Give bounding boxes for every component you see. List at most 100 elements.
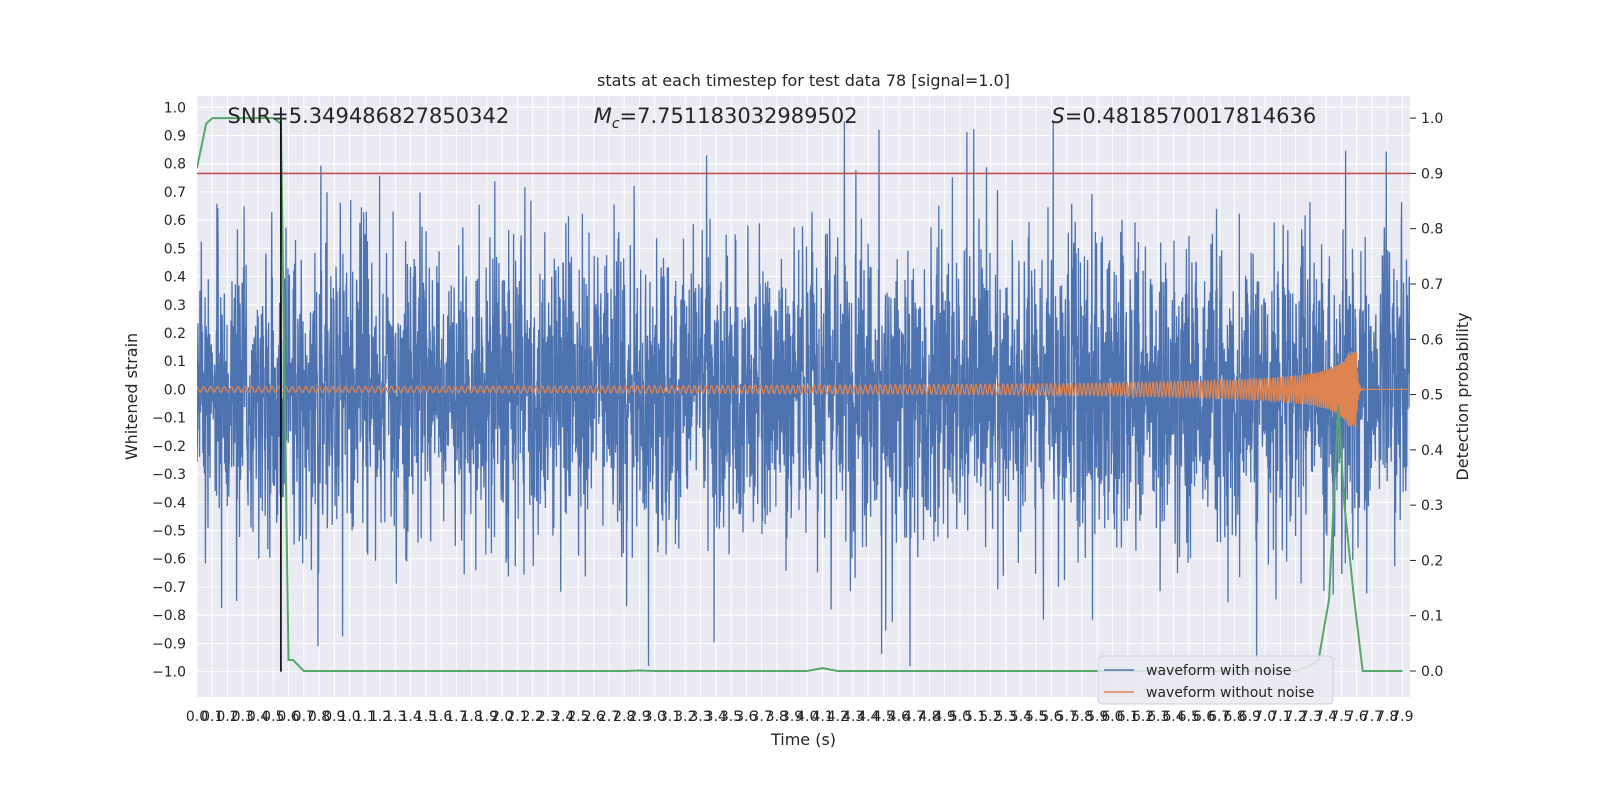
x-tick-label: 6.3 (1147, 709, 1169, 725)
y-tick-label: 0.0 (164, 382, 186, 398)
legend-label: waveform without noise (1146, 685, 1314, 701)
x-tick-label: 7.2 (1284, 709, 1306, 725)
x-tick-label: 1.2 (369, 709, 391, 725)
x-tick-label: 5.5 (1025, 709, 1047, 725)
y-tick-label: −0.9 (152, 636, 186, 652)
x-tick-label: 7.6 (1345, 709, 1367, 725)
x-tick-label: 1.0 (338, 709, 360, 725)
y-axis-label: Whitened strain (122, 333, 141, 460)
x-tick-label: 4.3 (842, 709, 864, 725)
x-tick-label: 4.6 (888, 709, 910, 725)
y-tick-label: 0.4 (164, 270, 186, 286)
y-tick-label: −0.5 (152, 524, 186, 540)
series-line-waveform-without-noise (197, 351, 1410, 428)
x-tick-label: 0.3 (232, 709, 254, 725)
x-tick-label: 6.2 (1132, 709, 1154, 725)
x-tick-label: 5.3 (995, 709, 1017, 725)
y-tick-label: −0.4 (152, 495, 186, 511)
x-tick-label: 6.7 (1208, 709, 1230, 725)
x-tick-label: 3.0 (644, 709, 666, 725)
x-tick-label: 2.2 (522, 709, 544, 725)
x-tick-label: 0.2 (216, 709, 238, 725)
x-tick-label: 0.8 (308, 709, 330, 725)
x-tick-label: 7.3 (1300, 709, 1322, 725)
x-tick-label: 1.5 (415, 709, 437, 725)
y-tick-label: −0.3 (152, 467, 186, 483)
x-ticks: 0.00.10.20.30.40.50.60.70.80.91.01.11.21… (186, 709, 1414, 725)
y2-axis-label: Detection probability (1453, 312, 1472, 480)
y-tick-label: 0.6 (164, 213, 186, 229)
x-tick-label: 3.7 (750, 709, 772, 725)
x-tick-label: 0.9 (323, 709, 345, 725)
x-tick-label: 3.9 (781, 709, 803, 725)
x-tick-label: 0.5 (262, 709, 284, 725)
x-tick-label: 3.4 (705, 709, 727, 725)
x-tick-label: 0.7 (293, 709, 315, 725)
x-tick-label: 2.7 (598, 709, 620, 725)
x-tick-label: 4.4 (857, 709, 879, 725)
y2-tick-label: 0.6 (1421, 332, 1443, 348)
x-tick-label: 0.0 (186, 709, 208, 725)
x-tick-label: 7.7 (1361, 709, 1383, 725)
x-tick-label: 6.0 (1101, 709, 1123, 725)
x-tick-label: 3.3 (689, 709, 711, 725)
x-tick-label: 4.9 (934, 709, 956, 725)
x-tick-label: 5.8 (1071, 709, 1093, 725)
y2-tick-label: 0.3 (1421, 498, 1443, 514)
x-tick-label: 5.2 (979, 709, 1001, 725)
x-tick-label: 6.6 (1193, 709, 1215, 725)
x-tick-label: 2.4 (552, 709, 574, 725)
x-tick-label: 6.5 (1178, 709, 1200, 725)
x-tick-label: 3.8 (766, 709, 788, 725)
x-tick-label: 5.7 (1056, 709, 1078, 725)
x-tick-label: 1.8 (461, 709, 483, 725)
x-tick-label: 4.8 (918, 709, 940, 725)
x-tick-label: 0.4 (247, 709, 269, 725)
y2-tick-label: 0.9 (1421, 166, 1443, 182)
x-tick-label: 1.1 (354, 709, 376, 725)
x-tick-label: 1.3 (384, 709, 406, 725)
x-tick-label: 5.4 (1010, 709, 1032, 725)
x-tick-label: 6.9 (1239, 709, 1261, 725)
y2-ticks: 0.0 0.1 0.2 0.3 0.4 0.5 0.6 0.7 0.8 0.9 1.0 (1410, 111, 1443, 680)
y2-tick-label: 0.2 (1421, 553, 1443, 569)
y2-tick-label: 0.0 (1421, 664, 1443, 680)
y-tick-label: −0.7 (152, 580, 186, 596)
x-tick-label: 7.5 (1330, 709, 1352, 725)
x-tick-label: 4.0 (796, 709, 818, 725)
x-tick-label: 0.6 (277, 709, 299, 725)
x-tick-label: 4.1 (811, 709, 833, 725)
x-tick-label: 5.1 (964, 709, 986, 725)
y2-tick-label: 0.1 (1421, 609, 1443, 625)
x-tick-label: 6.8 (1223, 709, 1245, 725)
y-tick-label: −0.6 (152, 552, 186, 568)
x-axis-label: Time (s) (770, 730, 836, 749)
x-tick-label: 7.0 (1254, 709, 1276, 725)
x-tick-label: 2.8 (613, 709, 635, 725)
x-tick-label: 6.1 (1117, 709, 1139, 725)
x-tick-label: 0.1 (201, 709, 223, 725)
series-layer (197, 107, 1410, 672)
x-tick-label: 2.0 (491, 709, 513, 725)
x-tick-label: 5.9 (1086, 709, 1108, 725)
y-tick-label: 0.5 (164, 241, 186, 257)
y-tick-label: −0.1 (152, 411, 186, 427)
y-tick-label: 1.0 (164, 100, 186, 116)
y-tick-label: −0.8 (152, 608, 186, 624)
y-tick-label: 0.8 (164, 157, 186, 173)
x-tick-label: 2.9 (628, 709, 650, 725)
y-tick-label: −1.0 (152, 665, 186, 681)
y-tick-label: 0.3 (164, 298, 186, 314)
y-tick-label: 0.2 (164, 326, 186, 342)
x-tick-label: 4.2 (827, 709, 849, 725)
annotation-mc: Mc=7.751183032989502 (594, 104, 858, 132)
x-tick-label: 3.5 (720, 709, 742, 725)
legend-label: waveform with noise (1146, 663, 1291, 679)
x-tick-label: 7.9 (1391, 709, 1413, 725)
x-tick-label: 4.5 (872, 709, 894, 725)
x-tick-label: 3.6 (735, 709, 757, 725)
annotation-s: S=0.4818570017814636 (1051, 104, 1316, 128)
annotations: SNR=5.349486827850342 Mc=7.75118303298950… (228, 104, 1317, 132)
x-tick-label: 4.7 (903, 709, 925, 725)
y-tick-label: 0.7 (164, 185, 186, 201)
